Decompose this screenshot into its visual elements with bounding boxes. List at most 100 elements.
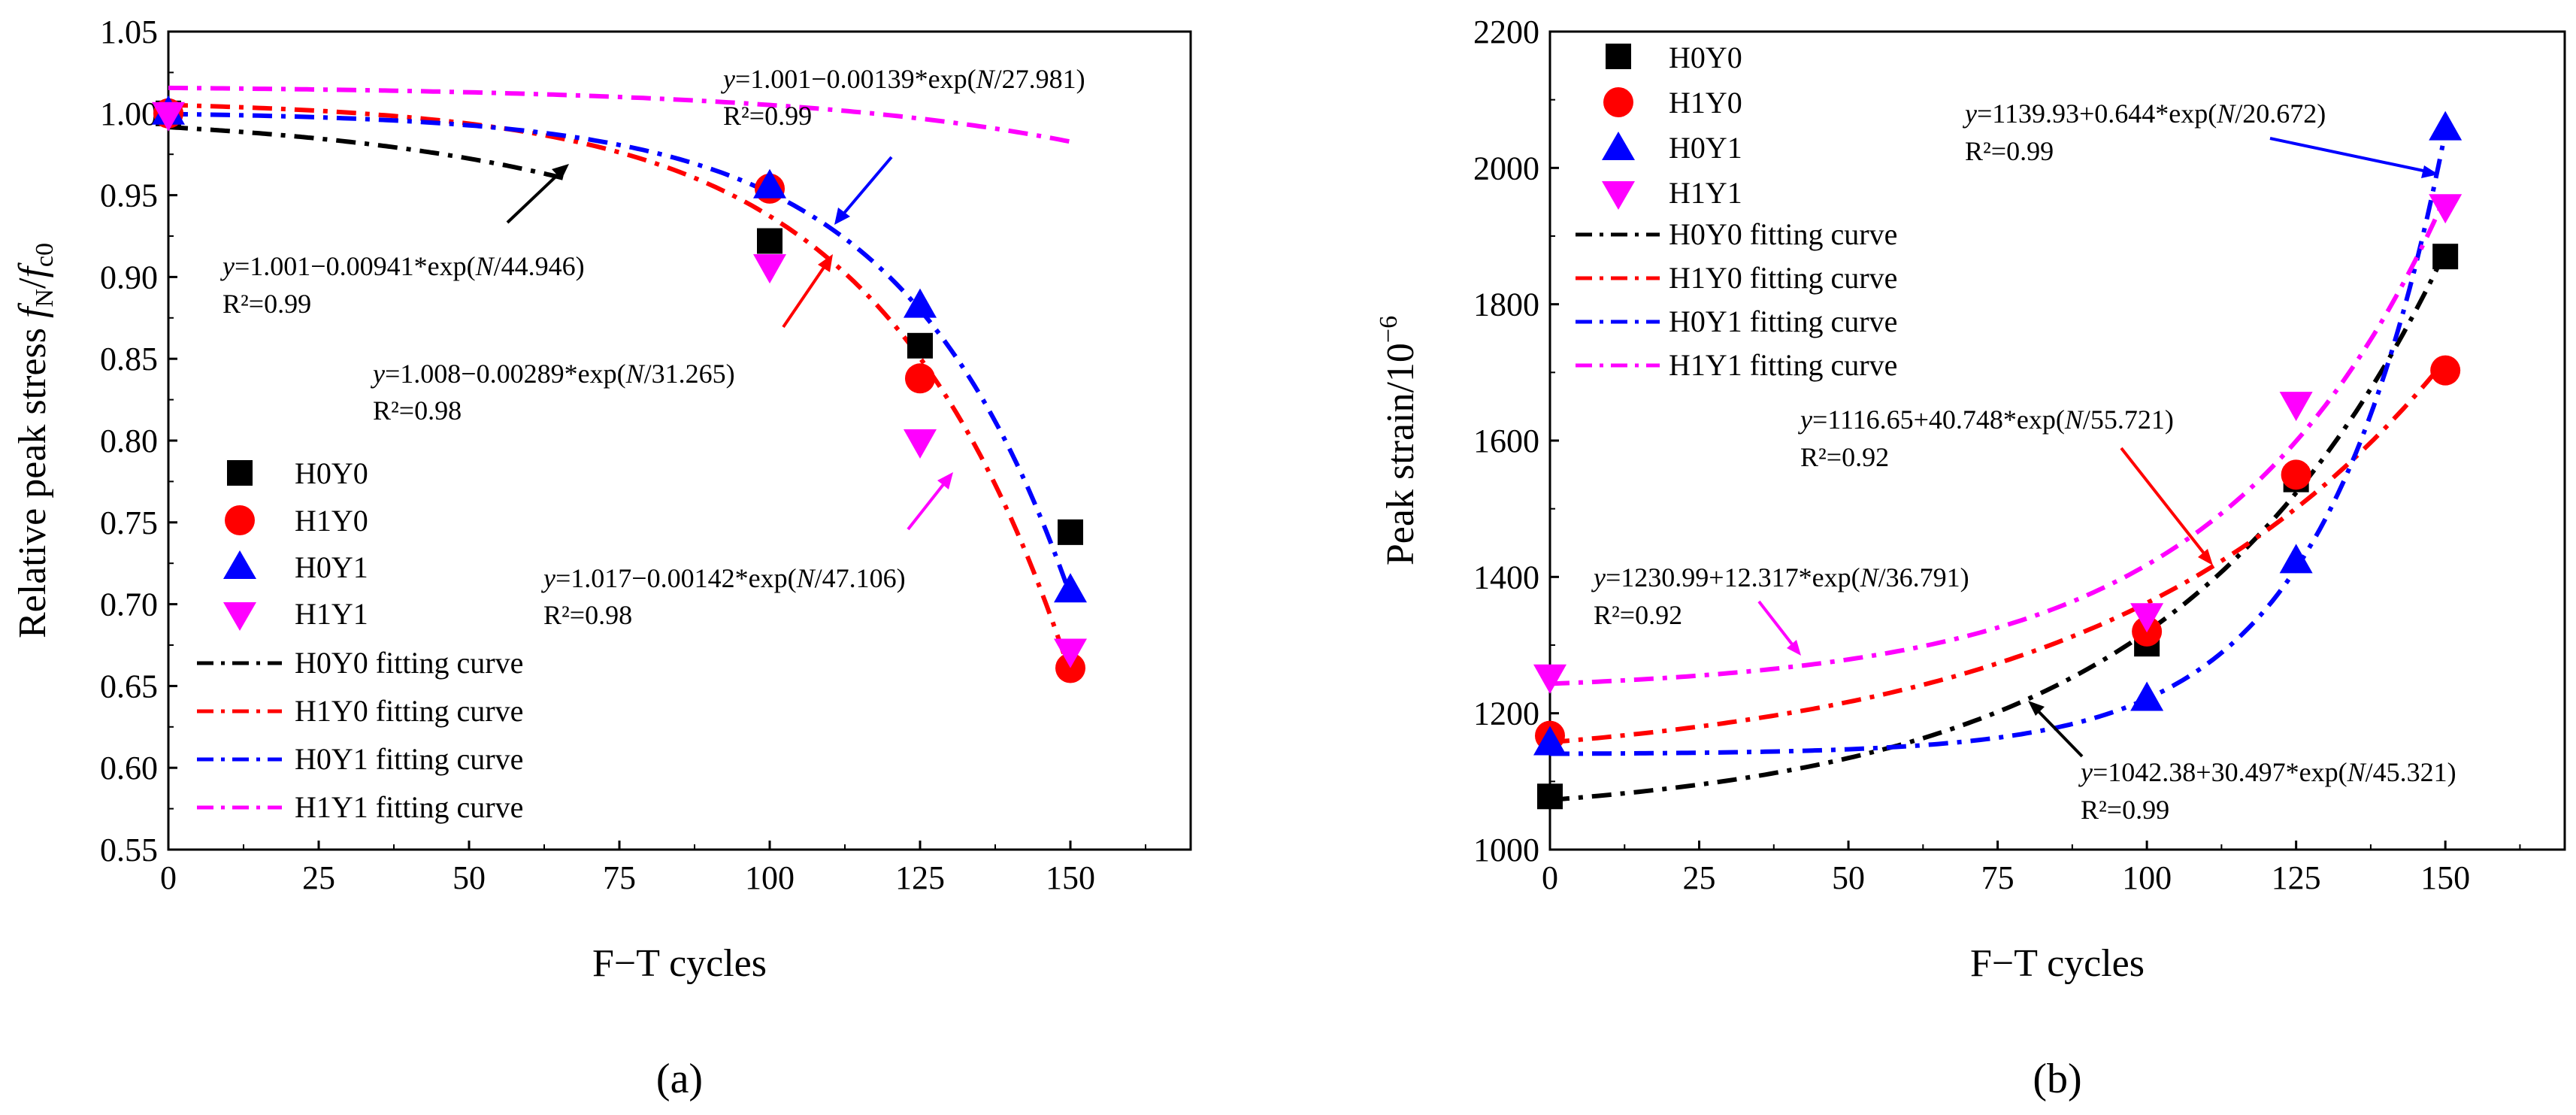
annotation-arrow-h0y1	[836, 156, 893, 223]
fit-curve	[168, 85, 1071, 144]
x-tick-label: 50	[453, 859, 486, 896]
data-point	[2432, 244, 2459, 270]
legend-label: H1Y1 fitting curve	[1669, 348, 1897, 382]
x-tick-label: 0	[160, 859, 177, 896]
legend-marker-h0y1	[1602, 132, 1635, 160]
equation-label: y=1230.99+12.317*exp(N/36.791)	[1591, 562, 1969, 592]
fit-curve	[1549, 195, 2447, 686]
annotation-arrowhead	[2198, 549, 2213, 565]
legend-marker-h0y0	[1606, 44, 1631, 69]
annotations: y=1.001−0.00941*exp(N/44.946) R²=0.99 y=…	[220, 64, 1085, 630]
data-point	[2130, 603, 2164, 633]
legend: H0Y0 H1Y0 H0Y1 H1Y1 H0Y0 fitting curve H…	[1576, 41, 1897, 382]
data-point	[753, 168, 786, 198]
data-point	[1058, 519, 1083, 545]
data-point	[1054, 638, 1087, 668]
legend-label: H1Y0 fitting curve	[295, 694, 523, 728]
x-tick-label: 125	[895, 859, 945, 896]
x-tick-label: 100	[2122, 859, 2172, 896]
y-tick-label: 1000	[1473, 832, 1539, 868]
legend-label: H0Y0	[1669, 41, 1742, 74]
equation-label: y=1116.65+40.748*exp(N/55.721)	[1798, 404, 2174, 435]
x-axis-label: F−T cycles	[592, 942, 767, 985]
y-axis-ticks: 0.55 0.60 0.65 0.70 0.75 0.80 0.85 0.90 0.95 1.00…	[100, 14, 177, 868]
data-point	[1533, 664, 1566, 694]
data-point	[1533, 726, 1566, 756]
legend-label: H0Y1 fitting curve	[295, 742, 523, 776]
data-point	[905, 363, 935, 394]
annotation-arrow-h0y0	[506, 165, 568, 224]
legend-marker-h1y1	[1602, 181, 1635, 210]
legend-label: H0Y0	[295, 456, 368, 490]
y-axis-label: Peak strain/10−6	[1375, 316, 1422, 565]
x-axis-ticks: 0 25 50 75 100 125 150	[1542, 841, 2521, 896]
legend-marker-h1y1	[223, 602, 256, 631]
equation-label: y=1.017−0.00142*exp(N/47.106)	[541, 563, 906, 593]
y-tick-label: 0.75	[100, 504, 158, 541]
annotation-arrowhead	[818, 254, 833, 272]
legend-marker-h1y0	[225, 505, 255, 535]
equation-label: y=1.001−0.00139*exp(N/27.981)	[721, 64, 1085, 94]
legend-label: H1Y0	[295, 504, 368, 538]
y-tick-label: 2200	[1473, 14, 1539, 50]
r-squared-label: R²=0.99	[1965, 136, 2054, 166]
r-squared-label: R²=0.99	[723, 101, 812, 131]
legend: H0Y0 H1Y0 H0Y1 H1Y1 H0Y0 fitting curve H…	[197, 456, 523, 824]
legend-label: H1Y1	[1669, 176, 1742, 210]
y-tick-label: 1.00	[100, 95, 158, 132]
legend-label: H0Y1 fitting curve	[1669, 305, 1897, 338]
panel-label: (b)	[2033, 1056, 2081, 1102]
equation-label: y=1.001−0.00941*exp(N/44.946)	[220, 251, 585, 281]
fit-curve	[1549, 250, 2447, 802]
data-markers	[1533, 111, 2462, 810]
equation-label: y=1.008−0.00289*exp(N/31.265)	[371, 359, 735, 389]
data-point	[907, 332, 933, 359]
chart-panel-a: 0.55 0.60 0.65 0.70 0.75 0.80 0.85 0.90 0.95 1.00…	[11, 14, 1192, 1102]
data-point	[2281, 459, 2311, 490]
data-point	[1537, 783, 1563, 810]
y-tick-label: 2000	[1473, 150, 1539, 186]
panel-label: (a)	[656, 1056, 703, 1102]
r-squared-label: R²=0.92	[1594, 600, 1682, 630]
y-tick-label: 1200	[1473, 695, 1539, 732]
data-point	[2429, 111, 2462, 141]
x-tick-label: 75	[603, 859, 636, 896]
y-tick-label: 0.90	[100, 259, 158, 295]
y-tick-label: 0.85	[100, 341, 158, 377]
r-squared-label: R²=0.98	[543, 600, 632, 630]
y-tick-label: 0.60	[100, 750, 158, 786]
legend-label: H0Y1	[295, 550, 368, 584]
r-squared-label: R²=0.99	[2081, 795, 2169, 825]
data-point	[2279, 544, 2313, 574]
y-tick-label: 1800	[1473, 286, 1539, 323]
x-tick-label: 25	[302, 859, 335, 896]
annotation-arrow-h1y0	[782, 257, 831, 329]
annotations: y=1042.38+30.497*exp(N/45.321) R²=0.99 y…	[1591, 98, 2456, 825]
legend-label: H0Y1	[1669, 131, 1742, 165]
y-tick-label: 0.70	[100, 586, 158, 623]
annotation-arrow-h1y0	[2120, 447, 2211, 562]
data-point	[753, 254, 786, 284]
data-point	[2430, 355, 2461, 386]
legend-label: H1Y1	[295, 597, 368, 631]
annotation-arrowhead	[1787, 640, 1801, 656]
legend-marker-h1y0	[1603, 87, 1633, 117]
data-point	[152, 102, 185, 132]
annotation-arrowhead	[937, 472, 953, 489]
legend-marker-h0y1	[223, 550, 256, 579]
x-tick-label: 150	[1046, 859, 1095, 896]
legend-label: H1Y1 fitting curve	[295, 790, 523, 824]
x-axis-ticks: 0 25 50 75 100 125 150	[160, 841, 1146, 896]
data-point	[1054, 573, 1087, 603]
legend-marker-h0y0	[227, 460, 253, 486]
data-point	[2429, 194, 2462, 224]
x-tick-label: 50	[1832, 859, 1865, 896]
y-tick-label: 1400	[1473, 559, 1539, 595]
x-tick-label: 150	[2420, 859, 2470, 896]
y-tick-label: 1.05	[100, 14, 158, 50]
legend-label: H0Y0 fitting curve	[295, 646, 523, 680]
annotation-arrowhead	[552, 164, 569, 180]
y-tick-label: 0.55	[100, 832, 158, 868]
data-point	[904, 429, 937, 459]
